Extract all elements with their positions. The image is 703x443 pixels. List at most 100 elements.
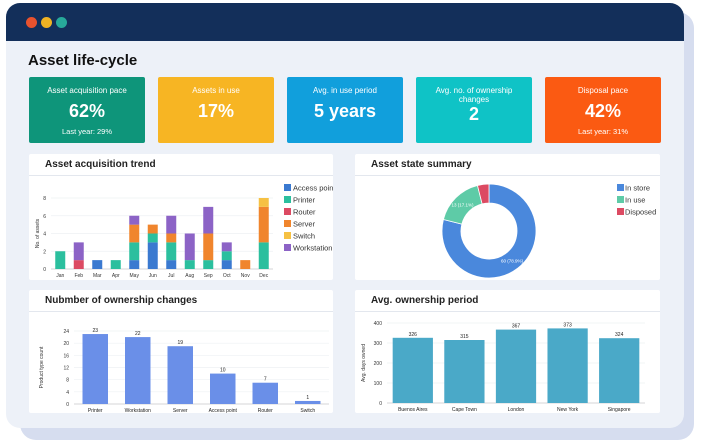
y-tick-label: 24 bbox=[63, 329, 69, 335]
bar-segment-router bbox=[73, 260, 84, 269]
app-window: Asset life-cycle Asset acquisition pace 6… bbox=[6, 3, 684, 428]
bar-segment-access-point bbox=[147, 242, 158, 269]
x-tick-label: Server bbox=[173, 408, 188, 413]
kpi-value: 42% bbox=[584, 101, 622, 121]
bar-segment-printer bbox=[55, 251, 66, 269]
y-tick-label: 100 bbox=[374, 381, 383, 387]
y-tick-label: 0 bbox=[379, 401, 382, 407]
bar bbox=[392, 337, 433, 403]
kpi-value: 17% bbox=[197, 101, 235, 121]
y-axis-label: Avg. days owned bbox=[361, 344, 367, 382]
data-label: 7 bbox=[264, 377, 267, 383]
acquisition-trend-chart: 0 2 4 6 8 No. of assets Jan Feb Mar Apr May Jun Jul A… bbox=[35, 184, 333, 280]
data-label: 367 bbox=[512, 324, 521, 330]
y-axis-label: No. of assets bbox=[35, 218, 41, 248]
panel-title: Avg. ownership period bbox=[355, 290, 660, 312]
bar-segment-server bbox=[203, 233, 214, 261]
bar-segment-server bbox=[129, 224, 140, 243]
bar-segment-workstation bbox=[203, 206, 214, 234]
y-tick-label: 2 bbox=[43, 249, 46, 255]
x-tick-label: Buenos Aires bbox=[398, 407, 428, 413]
kpi-value: 2 bbox=[468, 104, 479, 124]
legend-swatch bbox=[284, 232, 291, 239]
bar-segment-printer bbox=[258, 242, 269, 269]
asset-state-chart: 60 (78.9%) 13 (17.1%) In store In use Dispos… bbox=[441, 183, 656, 279]
x-tick-label: London bbox=[508, 407, 525, 413]
panel-title: Asset acquisition trend bbox=[29, 154, 333, 176]
y-tick-label: 400 bbox=[374, 321, 383, 327]
bar bbox=[82, 334, 108, 404]
legend-label: Printer bbox=[293, 196, 316, 205]
panel-title: Nubmber of ownership changes bbox=[29, 290, 333, 312]
panel-title: Asset state summary bbox=[355, 154, 660, 176]
slice-label: 13 (17.1%) bbox=[451, 202, 474, 207]
bar-segment-printer bbox=[184, 260, 195, 269]
ownership-period-panel: Avg. ownership period 0 100 200 300 400 Avg. … bbox=[355, 290, 660, 413]
legend-swatch bbox=[617, 196, 624, 203]
minimize-dot-icon[interactable] bbox=[41, 17, 52, 28]
bar-segment-server bbox=[166, 233, 177, 243]
y-tick-label: 8 bbox=[66, 378, 69, 384]
bar bbox=[495, 329, 537, 403]
legend-swatch bbox=[284, 208, 291, 215]
bar-segment-workstation bbox=[221, 242, 232, 252]
y-tick-label: 12 bbox=[63, 366, 69, 372]
bar-segment-printer bbox=[110, 260, 121, 269]
slice-label: 60 (78.9%) bbox=[501, 259, 524, 264]
y-tick-label: 4 bbox=[66, 390, 69, 396]
legend-label: Server bbox=[293, 220, 316, 229]
x-tick-label: Jan bbox=[56, 273, 64, 279]
kpi-subtext: Last year: 31% bbox=[577, 127, 629, 136]
donut-slice-in-store bbox=[441, 183, 537, 279]
legend-label: Disposed bbox=[625, 208, 656, 217]
bar bbox=[547, 328, 588, 403]
window-titlebar bbox=[6, 3, 684, 41]
y-tick-label: 200 bbox=[374, 361, 383, 367]
x-tick-label: Dec bbox=[259, 273, 268, 279]
kpi-value: 5 years bbox=[313, 101, 377, 121]
y-tick-label: 6 bbox=[43, 214, 46, 220]
x-tick-label: Apr bbox=[112, 273, 120, 279]
x-tick-label: Jul bbox=[168, 273, 174, 279]
bar-segment-workstation bbox=[73, 242, 84, 261]
bar-segment-workstation bbox=[166, 215, 177, 234]
y-tick-label: 4 bbox=[43, 232, 46, 238]
y-tick-label: 20 bbox=[63, 341, 69, 347]
legend-swatch bbox=[284, 196, 291, 203]
legend-swatch bbox=[284, 220, 291, 227]
x-tick-label: Mar bbox=[93, 273, 102, 279]
x-tick-label: Oct bbox=[223, 273, 231, 279]
bar-segment-printer bbox=[129, 242, 140, 261]
kpi-card: Asset acquisition pace 62% Last year: 29% bbox=[29, 77, 145, 143]
x-tick-label: Jun bbox=[149, 273, 157, 279]
bar bbox=[295, 400, 321, 404]
legend-label: Workstation bbox=[293, 244, 332, 253]
acquisition-trend-panel: Asset acquisition trend 0 2 4 6 8 No. of asse… bbox=[29, 154, 333, 280]
bar bbox=[599, 338, 640, 403]
x-tick-label: Switch bbox=[300, 408, 315, 413]
bar-segment-access-point bbox=[166, 260, 177, 269]
legend-label: In store bbox=[625, 184, 650, 193]
kpi-card: Assets in use 17% bbox=[158, 77, 274, 143]
bar-segment-printer bbox=[166, 242, 177, 261]
data-label: 22 bbox=[135, 331, 141, 337]
bar-segment-workstation bbox=[184, 233, 195, 261]
close-dot-icon[interactable] bbox=[26, 17, 37, 28]
legend-label: Router bbox=[293, 208, 316, 217]
bar-segment-access-point bbox=[221, 260, 232, 269]
data-label: 19 bbox=[177, 340, 183, 346]
data-label: 315 bbox=[460, 334, 469, 340]
maximize-dot-icon[interactable] bbox=[56, 17, 67, 28]
x-tick-label: Sep bbox=[204, 273, 213, 279]
x-tick-label: Nov bbox=[241, 273, 250, 279]
kpi-card: Disposal pace 42% Last year: 31% bbox=[545, 77, 661, 143]
ownership-period-chart: 0 100 200 300 400 Avg. days owned 326 Buenos Ai… bbox=[361, 321, 645, 413]
data-label: 324 bbox=[615, 332, 624, 338]
y-axis-label: Product type count bbox=[39, 346, 45, 388]
bar bbox=[210, 373, 236, 404]
y-tick-label: 0 bbox=[66, 402, 69, 408]
bar-segment-server bbox=[258, 206, 269, 243]
kpi-label: Assets in use bbox=[192, 86, 240, 95]
legend-label: In use bbox=[625, 196, 645, 205]
legend-swatch bbox=[617, 184, 624, 191]
